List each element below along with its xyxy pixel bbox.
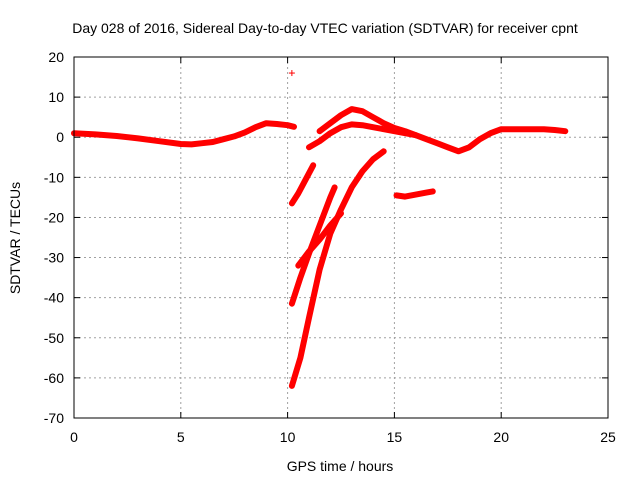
y-tick-label: 20 [48,49,64,65]
x-tick-label: 25 [600,429,616,445]
y-tick-label: -20 [44,209,64,225]
y-tick-label: -70 [44,410,64,426]
x-axis-label: GPS time / hours [287,458,394,474]
x-tick-label: 15 [387,429,403,445]
series-arc-d [295,210,344,269]
x-tick-label: 20 [493,429,509,445]
series-arc-a [288,162,317,207]
series-arc-b [288,184,338,307]
y-tick-label: 10 [48,89,64,105]
series-main-track [71,120,297,148]
y-tick-label: -10 [44,169,64,185]
y-tick-label: -40 [44,290,64,306]
axis-ticks [73,56,609,419]
series-upper-arc [316,106,569,155]
y-tick-label: -60 [44,370,64,386]
y-tick-label: -50 [44,330,64,346]
y-tick-label: 0 [56,129,64,145]
y-axis-label: SDTVAR / TECUs [7,182,23,294]
chart-title: Day 028 of 2016, Sidereal Day-to-day VTE… [72,20,578,36]
y-tick-labels: 20 10 0 -10 -20 -30 -40 -50 -60 -70 [44,49,64,426]
y-tick-label: -30 [44,250,64,266]
grid-lines [74,57,608,418]
series-segment-e [393,188,436,200]
x-tick-label: 0 [70,429,78,445]
x-tick-label: 10 [280,429,296,445]
x-tick-labels: 0 5 10 15 20 25 [70,429,616,445]
plot-frame [73,56,609,419]
series-lower-arc [306,121,419,151]
x-tick-label: 5 [177,429,185,445]
data-series [71,70,569,389]
series-outlier [288,70,295,77]
